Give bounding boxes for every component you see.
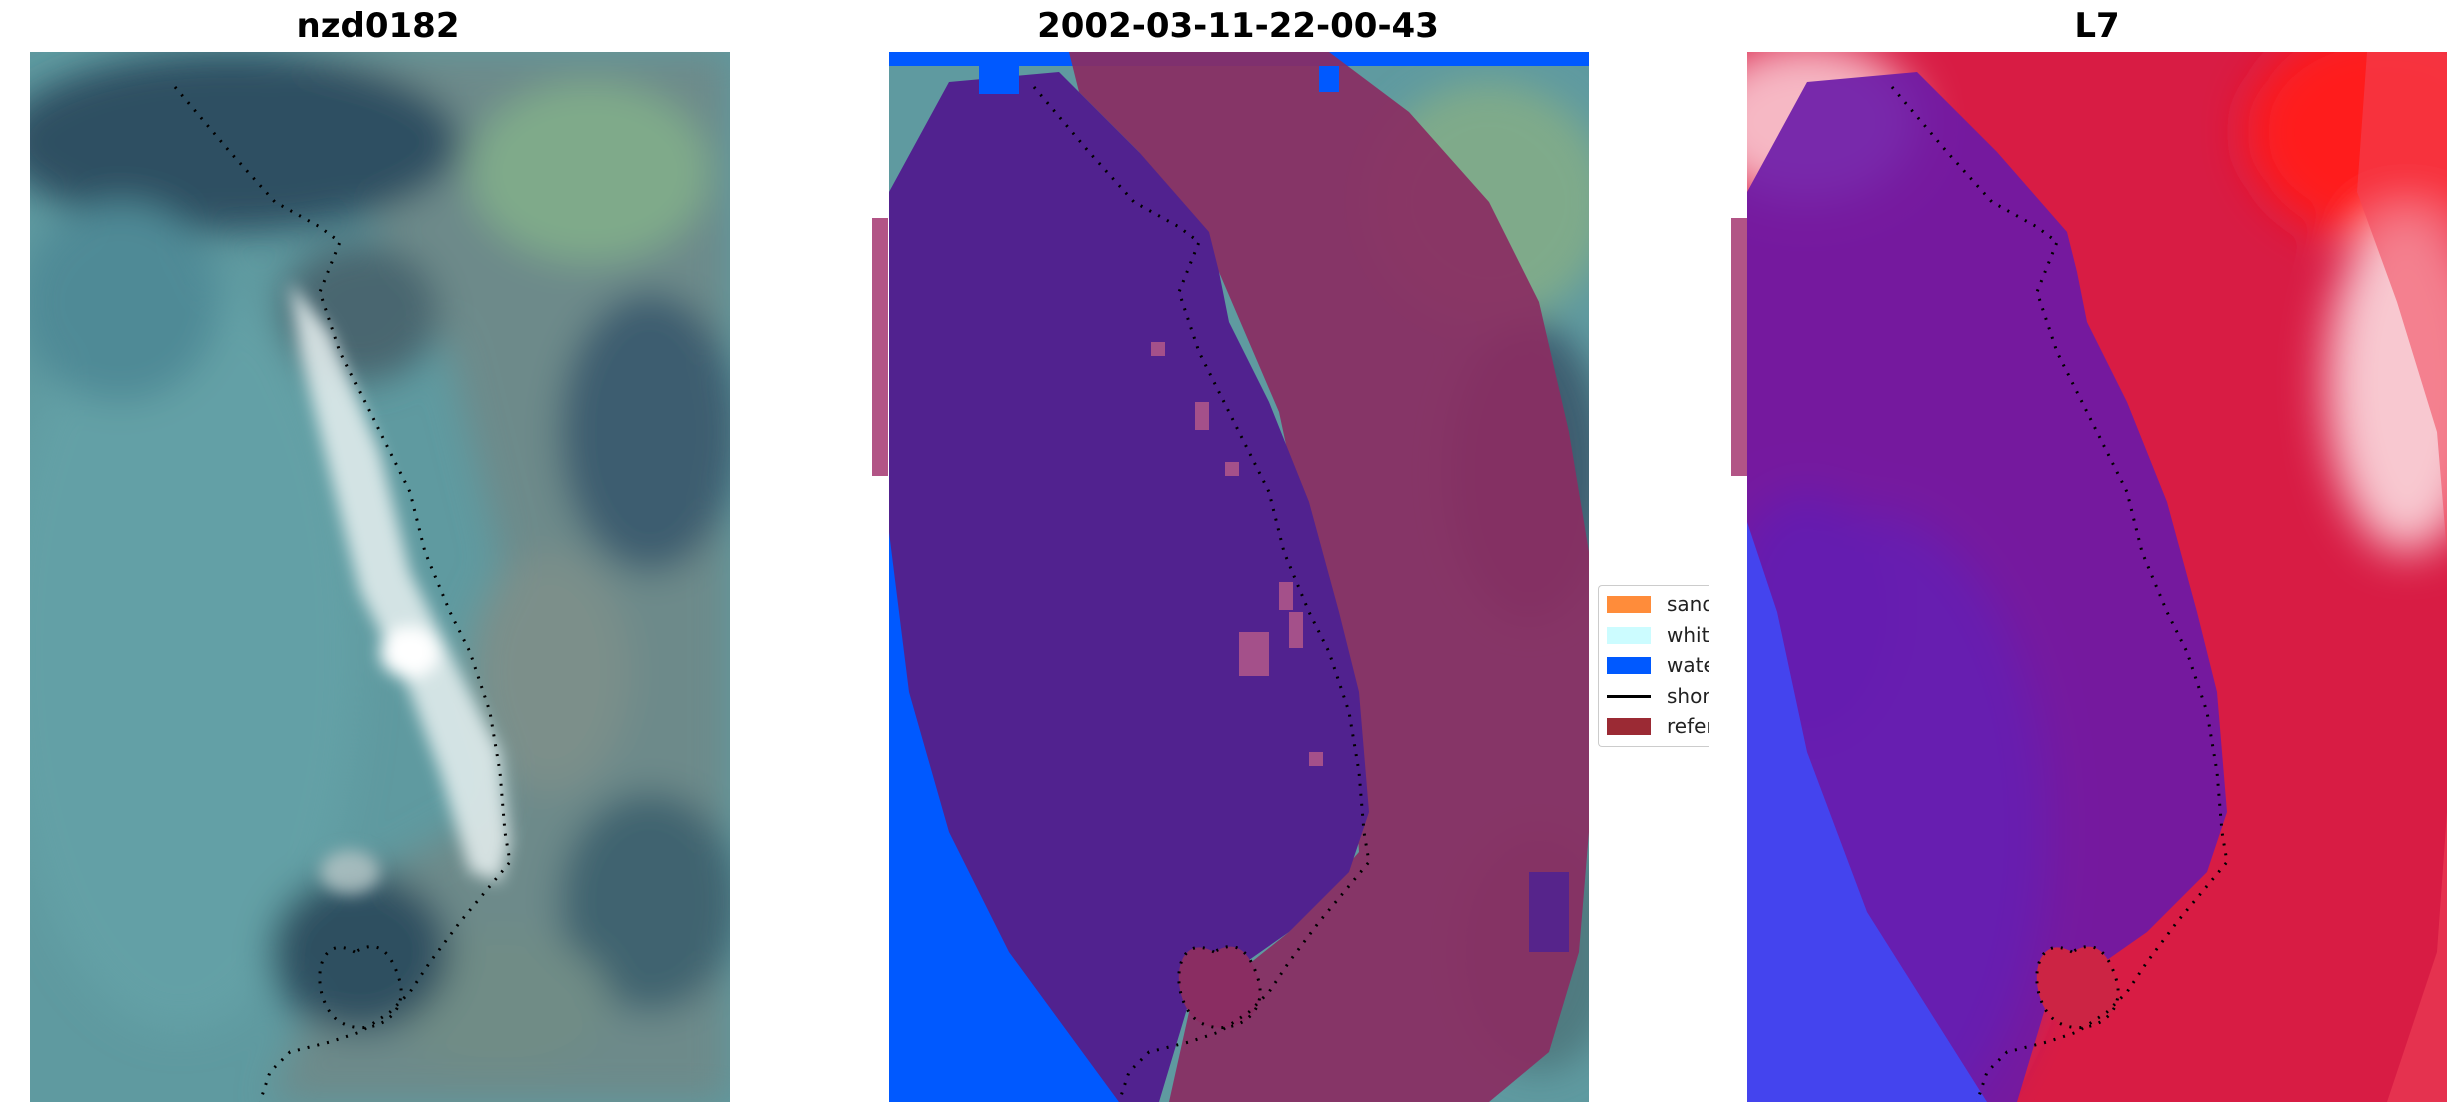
legend-swatch-sand — [1607, 595, 1651, 613]
legend-swatch-water — [1607, 656, 1651, 674]
legend-swatch-reference — [1607, 717, 1651, 735]
rgb-image — [30, 52, 730, 1102]
rgb-image-panel — [30, 52, 730, 1102]
mndwi-image — [1747, 52, 2447, 1102]
legend-label: whitewater — [1667, 623, 1709, 647]
legend-label: shoreline — [1667, 684, 1709, 708]
legend-item-reference: reference — [1607, 714, 1709, 738]
shoreline-line — [173, 86, 512, 1102]
classified-image — [889, 52, 1589, 1102]
legend-item-whitewater: whitewater — [1607, 623, 1709, 647]
reference-strip-right — [1731, 218, 1747, 476]
legend-swatch-shoreline — [1607, 688, 1651, 705]
reference-strip-left — [872, 218, 888, 476]
legend-label: sand — [1667, 592, 1709, 616]
classified-image-panel — [889, 52, 1589, 1102]
mndwi-image-panel — [1747, 52, 2447, 1102]
legend-item-shoreline: shoreline — [1607, 684, 1709, 708]
legend-item-sand: sand — [1607, 592, 1709, 616]
panel-title-classified: 2002-03-11-22-00-43 — [1037, 6, 1439, 46]
panel-title-rgb: nzd0182 — [296, 6, 460, 46]
panel-title-mndwi: L7 — [2074, 6, 2120, 46]
legend-item-water: water — [1607, 653, 1709, 677]
legend-label: reference — [1667, 714, 1709, 738]
legend: sand whitewater water shoreline referenc… — [1598, 585, 1709, 747]
legend-label: water — [1667, 653, 1709, 677]
legend-swatch-whitewater — [1607, 626, 1651, 644]
